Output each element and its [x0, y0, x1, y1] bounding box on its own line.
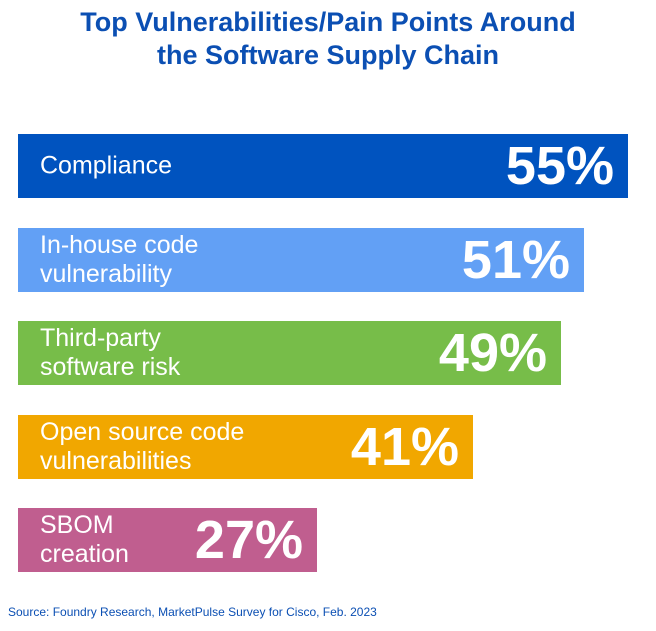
chart-title-line-2: the Software Supply Chain [156, 40, 500, 70]
bar-4-label: Open source code vulnerabilities [40, 418, 245, 475]
bar-3: Third-party software risk 49% [18, 321, 561, 385]
bar-4-value: 41% [350, 417, 459, 477]
bar-1-label: Compliance [40, 151, 173, 180]
bar-3-label: Third-party software risk [40, 324, 181, 381]
bar-5-label: SBOM creation [40, 511, 129, 568]
bar-5: SBOM creation 27% [18, 508, 317, 572]
source-note: Source: Foundry Research, MarketPulse Su… [8, 605, 377, 619]
bar-2: In-house code vulnerability 51% [18, 228, 584, 292]
bar-4: Open source code vulnerabilities 41% [18, 415, 473, 479]
bar-2-value: 51% [461, 230, 570, 290]
bar-3-value: 49% [438, 323, 547, 383]
chart-title-line-1: Top Vulnerabilities/Pain Points Around [80, 7, 576, 37]
bar-1-value: 55% [505, 136, 614, 196]
bar-5-value: 27% [194, 510, 303, 570]
bar-2-label: In-house code vulnerability [40, 231, 199, 288]
bar-1: Compliance 55% [18, 134, 628, 198]
chart-title: Top Vulnerabilities/Pain Points Around t… [0, 6, 656, 72]
